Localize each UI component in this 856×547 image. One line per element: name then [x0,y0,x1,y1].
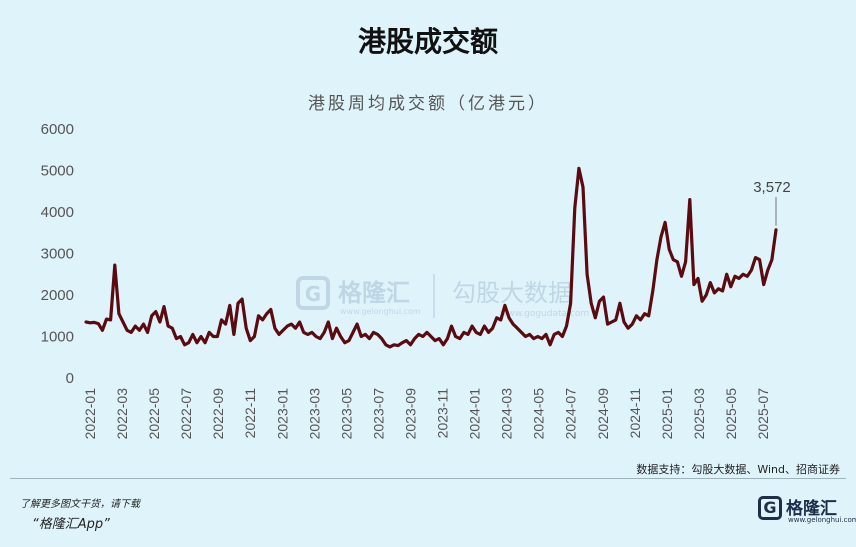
brand-logo: G 格隆汇 www.gelonghui.com [758,494,856,526]
y-tick-label: 5000 [41,163,74,180]
x-tick-label: 2024-07 [563,388,579,440]
x-tick-label: 2022-01 [82,388,98,440]
chart: 港股周均成交额（亿港元） G 格隆汇 www.gelonghui.com 勾股大… [41,94,791,440]
series-line [84,166,778,349]
page-title: 港股成交额 [357,25,498,58]
watermark-partner: 勾股大数据 [452,279,572,307]
y-tick-label: 6000 [41,121,74,138]
x-tick-label: 2022-09 [210,388,226,440]
x-tick-label: 2025-05 [723,388,739,440]
x-tick-label: 2023-05 [338,388,354,440]
y-axis: 0 1000 2000 3000 4000 5000 6000 [41,121,74,387]
x-tick-label: 2023-01 [274,388,290,440]
logo-g-icon: G [758,496,782,520]
x-tick-label: 2025-07 [755,388,771,440]
x-tick-label: 2024-05 [531,388,547,440]
watermark-brand: 格隆汇 [338,279,410,307]
x-tick-label: 2025-03 [691,388,707,440]
logo-url: www.gelonghui.com [788,516,856,524]
watermark: G 格隆汇 www.gelonghui.com 勾股大数据 www.goguda… [296,274,589,319]
x-tick-label: 2022-11 [242,388,258,439]
footer-divider [10,478,846,479]
watermark-brand-url: www.gelonghui.com [340,307,421,316]
x-tick-label: 2024-01 [467,388,483,440]
y-tick-label: 4000 [41,204,74,221]
annotation: 3,572 [753,179,791,226]
y-tick-label: 3000 [41,246,74,263]
x-tick-label: 2023-09 [402,388,418,440]
y-tick-label: 0 [66,370,74,387]
y-tick-label: 2000 [41,287,74,304]
watermark-logo-letter: G [305,282,321,306]
x-axis: 2022-01 2022-03 2022-05 2022-07 2022-09 2022-… [82,388,771,440]
x-tick-label: 2023-07 [370,388,386,440]
x-tick-label: 2024-09 [595,388,611,440]
x-tick-label: 2023-03 [306,388,322,440]
annotation-label: 3,572 [753,179,791,196]
watermark-partner-url: www.gogudata.com [500,309,589,319]
x-tick-label: 2023-11 [435,388,451,439]
x-tick-label: 2022-03 [114,388,130,440]
footer-app-name: “格隆汇App” [32,517,110,532]
x-tick-label: 2025-01 [659,388,675,440]
footer-download-hint: 了解更多图文干货，请下载 [20,499,140,510]
x-tick-label: 2022-07 [178,388,194,440]
chart-title: 港股周均成交额（亿港元） [308,94,548,114]
watermark-logo-icon [296,276,330,310]
x-tick-label: 2024-03 [499,388,515,440]
logo-text: 格隆汇 [786,499,837,519]
y-tick-label: 1000 [41,329,74,346]
x-tick-label: 2022-05 [146,388,162,440]
x-tick-label: 2024-11 [627,388,643,439]
source-note: 数据支持：勾股大数据、Wind、招商证券 [636,463,840,476]
